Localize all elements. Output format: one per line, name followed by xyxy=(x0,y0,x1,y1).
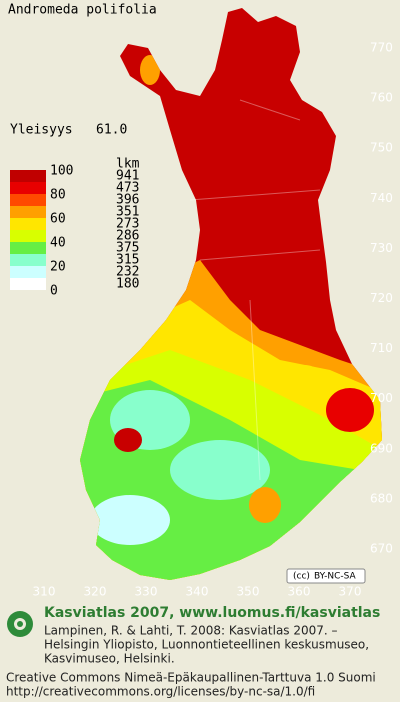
license-badge xyxy=(286,568,366,584)
legend-scale-label: 60 xyxy=(50,212,66,227)
y-grid-label: 750 xyxy=(370,141,393,155)
legend-count: 232 xyxy=(116,265,139,280)
legend-scale-label: 40 xyxy=(50,236,66,251)
y-grid-label: 770 xyxy=(370,41,393,55)
legend-swatch xyxy=(10,206,46,218)
y-grid-label: 730 xyxy=(370,241,393,255)
x-grid-label: 350 xyxy=(237,585,260,599)
legend-count: 315 xyxy=(116,253,139,268)
license-badge-text: BY-NC-SA xyxy=(314,572,357,582)
license-line: Creative Commons Nimeä-Epäkaupallinen-Ta… xyxy=(6,671,376,685)
legend-scale-label: 80 xyxy=(50,188,66,203)
legend-swatch xyxy=(10,266,46,278)
legend-count: 286 xyxy=(116,229,139,244)
legend-swatch xyxy=(10,218,46,230)
map-borders xyxy=(189,99,321,481)
frequency-value: 61.0 xyxy=(96,123,127,138)
citation-line: Kasvimuseo, Helsinki. xyxy=(44,652,175,666)
y-grid-label: 690 xyxy=(370,441,393,455)
legend-swatch xyxy=(10,230,46,242)
legend-count: 351 xyxy=(116,205,139,220)
y-grid-label: 670 xyxy=(370,542,393,556)
y-grid-label: 740 xyxy=(370,191,393,205)
citation-line: Helsingin Yliopisto, Luonnontieteellinen… xyxy=(44,638,369,652)
brand: Kasviatlas 2007, www.luomus.fi/kasviatla… xyxy=(44,605,380,621)
legend-swatch xyxy=(10,278,46,290)
x-grid-label: 330 xyxy=(135,585,158,599)
x-grid-label: 370 xyxy=(339,585,362,599)
y-grid-label: 700 xyxy=(370,391,393,405)
citation-line: Lampinen, R. & Lahti, T. 2008: Kasviatla… xyxy=(44,624,338,638)
legend-count: 180 xyxy=(116,277,139,292)
cc-mark: (cc) xyxy=(293,572,310,582)
x-grid-label: 340 xyxy=(186,585,209,599)
legend-count: 941 xyxy=(116,169,139,184)
x-grid-label: 360 xyxy=(288,585,311,599)
y-grid-label: 760 xyxy=(370,91,393,105)
legend-swatch xyxy=(10,194,46,206)
logo xyxy=(7,611,33,637)
legend-count: 396 xyxy=(116,193,139,208)
y-grid-label: 710 xyxy=(370,341,393,355)
legend-scale-label: 20 xyxy=(50,260,66,275)
legend-swatch xyxy=(10,242,46,254)
legend-count: 375 xyxy=(116,241,139,256)
species-title: Andromeda polifolia xyxy=(8,3,157,18)
x-grid-label: 320 xyxy=(84,585,107,599)
legend-count: 273 xyxy=(116,217,139,232)
x-grid-label: 310 xyxy=(33,585,56,599)
legend-count: 473 xyxy=(116,181,139,196)
legend-scale-label: 100 xyxy=(50,164,73,179)
legend-scale-label: 0 xyxy=(50,284,58,299)
legend-swatch xyxy=(10,254,46,266)
count-header: lkm xyxy=(116,157,140,172)
y-grid-label: 720 xyxy=(370,291,393,305)
legend-swatch xyxy=(10,182,46,194)
y-grid-label: 680 xyxy=(370,491,393,505)
frequency-label: Yleisyys xyxy=(10,123,73,138)
legend-swatch xyxy=(10,170,46,182)
license-line: http://creativecommons.org/licenses/by-n… xyxy=(6,685,315,699)
